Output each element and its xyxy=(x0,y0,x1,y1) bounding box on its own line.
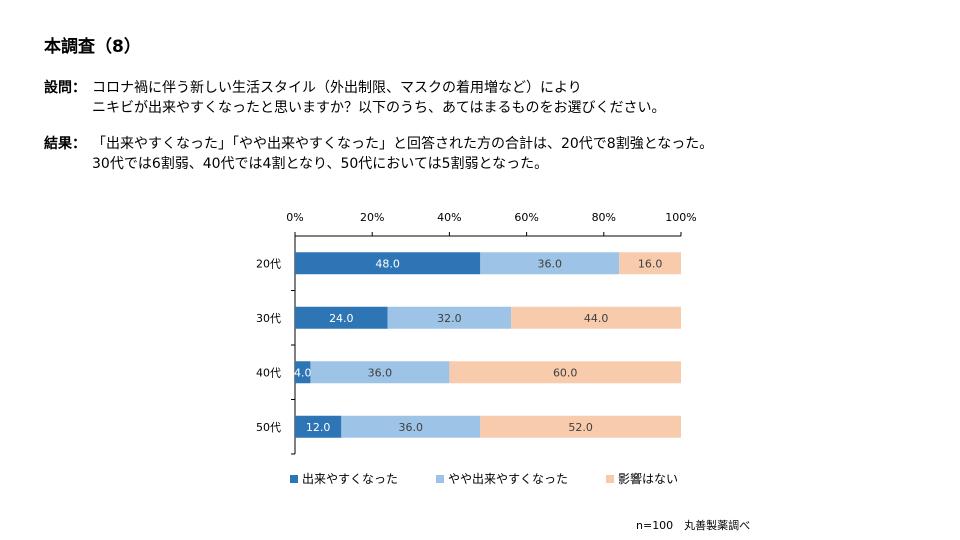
legend-swatch-2 xyxy=(436,474,444,483)
legend-swatch-1 xyxy=(290,474,298,483)
result-line-2: 30代では6割弱、40代では4割となり、50代においては5割弱となった。 xyxy=(92,156,549,172)
bar-segment xyxy=(387,306,512,329)
legend-label-3: 影響はない xyxy=(618,472,679,486)
data-label: 60.0 xyxy=(553,366,578,379)
legend-swatch-3 xyxy=(606,474,614,483)
legend-label-2: やや出来やすくなった xyxy=(448,472,569,486)
category-label: 50代 xyxy=(256,421,281,434)
category-label: 30代 xyxy=(256,312,281,325)
data-label: 4.0 xyxy=(294,366,312,379)
bar-segment xyxy=(480,415,681,438)
legend-label-1: 出来やすくなった xyxy=(302,472,399,486)
category-label: 40代 xyxy=(256,366,281,379)
bar-segment xyxy=(341,415,481,438)
question-block: 設問： コロナ禍に伴う新しい生活スタイル（外出制限、マスクの着用増など）により ニ… xyxy=(44,78,665,118)
bar-segment xyxy=(310,361,450,384)
data-label: 36.0 xyxy=(368,366,393,379)
result-line-1: 「出来やすくなった」「やや出来やすくなった」と回答された方の合計は、20代で8割… xyxy=(92,136,714,152)
page-title: 本調査（8） xyxy=(44,37,141,57)
bar-segment xyxy=(449,361,681,384)
legend-item-2: やや出来やすくなった xyxy=(436,470,568,487)
legend-item-1: 出来やすくなった xyxy=(290,470,398,487)
result-block: 結果： 「出来やすくなった」「やや出来やすくなった」と回答された方の合計は、20代… xyxy=(44,134,713,174)
category-label: 20代 xyxy=(256,257,281,270)
data-label: 32.0 xyxy=(437,312,462,325)
x-tick-label: 40% xyxy=(437,211,461,224)
data-label: 12.0 xyxy=(306,421,331,434)
data-label: 36.0 xyxy=(538,257,563,270)
data-label: 52.0 xyxy=(568,421,593,434)
x-tick-label: 80% xyxy=(592,211,616,224)
data-label: 16.0 xyxy=(638,257,663,270)
bar-segment xyxy=(619,252,681,275)
question-label: 設問： xyxy=(44,80,86,96)
question-line-2: ニキビが出来やすくなったと思いますか？以下のうち、あてはまるものをお選びください… xyxy=(92,100,666,116)
data-label: 44.0 xyxy=(584,312,609,325)
footer-note: n=100 丸善製薬調べ xyxy=(636,519,751,532)
result-label: 結果： xyxy=(44,136,86,152)
data-label: 36.0 xyxy=(399,421,424,434)
data-label: 24.0 xyxy=(329,312,354,325)
bar-segment xyxy=(511,306,681,329)
x-tick-label: 60% xyxy=(514,211,538,224)
bar-segment xyxy=(295,361,311,384)
x-tick-label: 0% xyxy=(286,211,303,224)
x-tick-label: 20% xyxy=(360,211,384,224)
bar-segment xyxy=(295,306,388,329)
x-tick-label: 100% xyxy=(665,211,696,224)
bar-segment xyxy=(295,252,481,275)
bar-segment xyxy=(295,415,342,438)
question-line-1: コロナ禍に伴う新しい生活スタイル（外出制限、マスクの着用増など）により xyxy=(92,80,582,96)
data-label: 48.0 xyxy=(375,257,400,270)
legend-item-3: 影響はない xyxy=(606,470,678,487)
bar-segment xyxy=(480,252,620,275)
